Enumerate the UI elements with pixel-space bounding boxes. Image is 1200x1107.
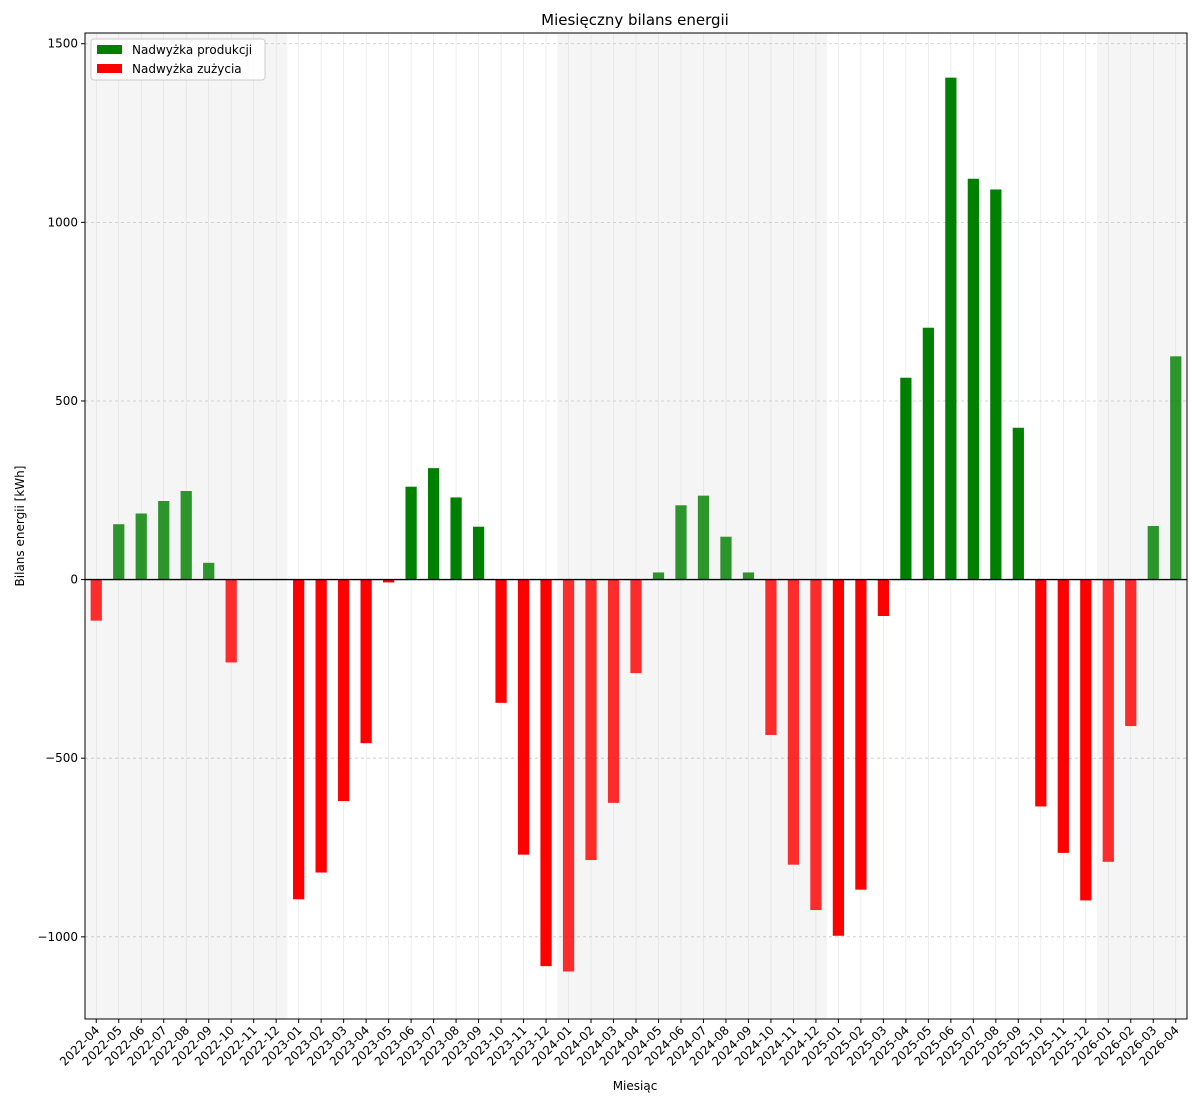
- bar-2022-09: [203, 562, 215, 580]
- bar-2022-06: [135, 513, 147, 580]
- y-tick-label: 0: [70, 573, 78, 587]
- y-tick-label: −1000: [37, 930, 78, 944]
- bar-2026-04: [1170, 356, 1182, 580]
- bar-2026-02: [1125, 579, 1137, 727]
- bar-2024-09: [742, 572, 755, 580]
- bar-2025-05: [922, 327, 934, 580]
- bar-2025-08: [990, 189, 1002, 580]
- y-tick-label: 500: [55, 394, 78, 408]
- legend-swatch-production: [97, 45, 122, 54]
- bar-2023-05: [382, 579, 395, 583]
- bar-2024-12: [810, 579, 822, 911]
- bar-2023-06: [405, 486, 417, 580]
- bar-2024-11: [787, 579, 800, 865]
- bar-2022-08: [180, 490, 192, 580]
- bar-2024-07: [697, 495, 710, 580]
- bar-2022-10: [225, 579, 237, 663]
- bar-2024-05: [652, 572, 665, 580]
- bar-2023-02: [315, 579, 327, 873]
- bar-2025-09: [1012, 427, 1024, 580]
- bar-2024-03: [607, 579, 620, 803]
- bar-2025-11: [1057, 579, 1069, 853]
- bars: [90, 77, 1182, 972]
- bar-2022-07: [158, 500, 170, 580]
- bar-2023-10: [495, 579, 507, 703]
- bar-2025-10: [1035, 579, 1047, 807]
- bar-2023-09: [472, 526, 485, 580]
- bar-2025-02: [855, 579, 867, 890]
- bar-2024-01: [562, 579, 575, 972]
- legend-swatch-consumption: [97, 64, 122, 73]
- x-axis-label: Miesiąc: [613, 1079, 658, 1093]
- bar-2024-04: [630, 579, 642, 674]
- bar-2024-02: [585, 579, 597, 861]
- y-axis-label: Bilans energii [kWh]: [13, 466, 27, 587]
- legend-label-consumption: Nadwyżka zużycia: [132, 62, 242, 76]
- bar-2024-08: [720, 536, 732, 580]
- y-tick-label: 1500: [47, 37, 78, 51]
- bar-2026-03: [1147, 526, 1159, 580]
- bar-2023-07: [427, 468, 440, 580]
- bar-2026-01: [1102, 579, 1114, 862]
- legend-label-production: Nadwyżka produkcji: [132, 43, 252, 57]
- bar-2025-01: [832, 579, 845, 936]
- bar-2025-12: [1080, 579, 1092, 901]
- bar-2025-04: [900, 377, 912, 580]
- y-tick-label: −500: [45, 751, 78, 765]
- bar-2025-07: [967, 178, 979, 580]
- bar-2023-12: [540, 579, 552, 967]
- chart-title: Miesięczny bilans energii: [541, 11, 729, 29]
- bar-2022-04: [90, 579, 102, 621]
- bar-2024-10: [765, 579, 777, 735]
- y-axis-ticks: −1000 −500 0 500 1000 1500: [37, 37, 85, 944]
- legend-box: [90, 38, 266, 81]
- shaded-period-1: [557, 33, 828, 1019]
- bar-2023-11: [517, 579, 530, 855]
- bar-2024-06: [675, 505, 687, 580]
- bar-2023-04: [360, 579, 372, 744]
- bar-2025-03: [877, 579, 890, 617]
- bar-2022-05: [113, 524, 125, 580]
- bar-2023-08: [450, 497, 462, 580]
- bar-2025-06: [945, 77, 957, 580]
- bar-2023-03: [338, 579, 350, 802]
- y-tick-label: 1000: [47, 215, 78, 229]
- bar-2023-01: [293, 579, 305, 900]
- legend: Nadwyżka produkcji Nadwyżka zużycia: [90, 38, 266, 81]
